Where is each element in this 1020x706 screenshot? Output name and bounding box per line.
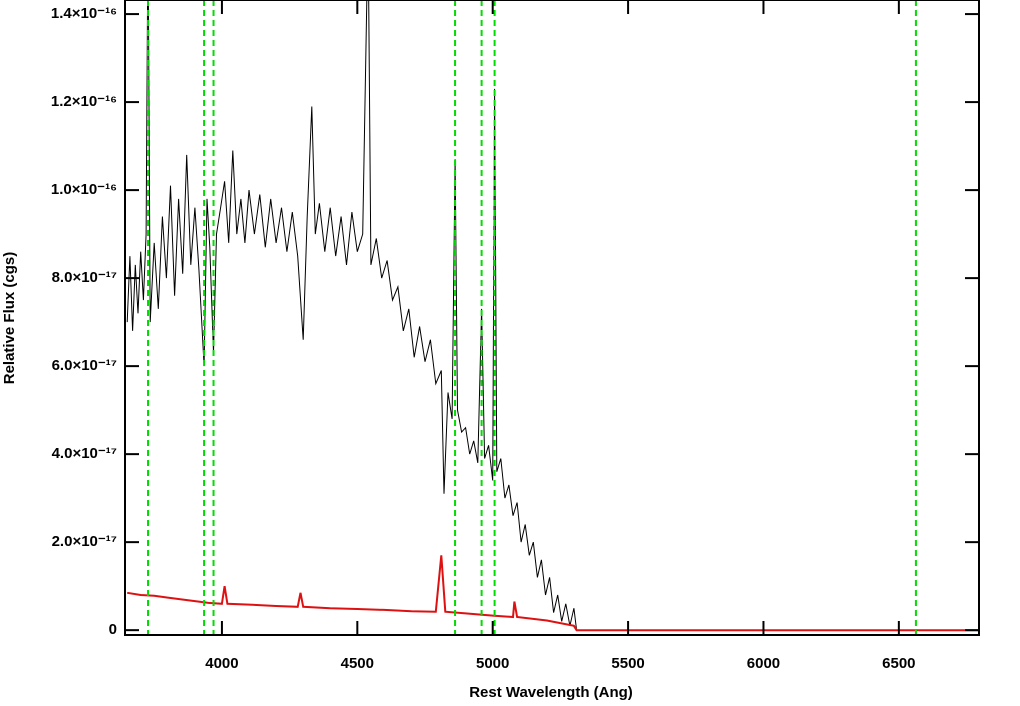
y-tick-label: 1.0×10⁻¹⁶ — [51, 181, 117, 198]
x-tick-label: 5000 — [476, 655, 509, 672]
y-tick-label: 1.4×10⁻¹⁶ — [51, 5, 117, 22]
x-tick-label: 5500 — [611, 655, 644, 672]
spectrum-line — [127, 555, 979, 632]
x-tick-label: 6500 — [882, 655, 915, 672]
spectrum-line — [126, 0, 578, 631]
x-tick-label: 4000 — [205, 655, 238, 672]
x-tick-label: 6000 — [747, 655, 780, 672]
x-axis-label: Rest Wavelength (Ang) — [469, 684, 633, 701]
plot-area — [126, 0, 979, 635]
y-axis-label: Relative Flux (cgs) — [1, 252, 18, 385]
y-tick-label: 4.0×10⁻¹⁷ — [52, 445, 117, 462]
plot-frame — [124, 0, 980, 636]
y-tick-label: 0 — [109, 621, 117, 638]
y-tick-label: 1.2×10⁻¹⁶ — [51, 93, 117, 110]
y-tick-label: 6.0×10⁻¹⁷ — [52, 357, 117, 374]
y-tick-label: 8.0×10⁻¹⁷ — [52, 269, 117, 286]
x-tick-label: 4500 — [341, 655, 374, 672]
y-tick-label: 2.0×10⁻¹⁷ — [52, 533, 117, 550]
